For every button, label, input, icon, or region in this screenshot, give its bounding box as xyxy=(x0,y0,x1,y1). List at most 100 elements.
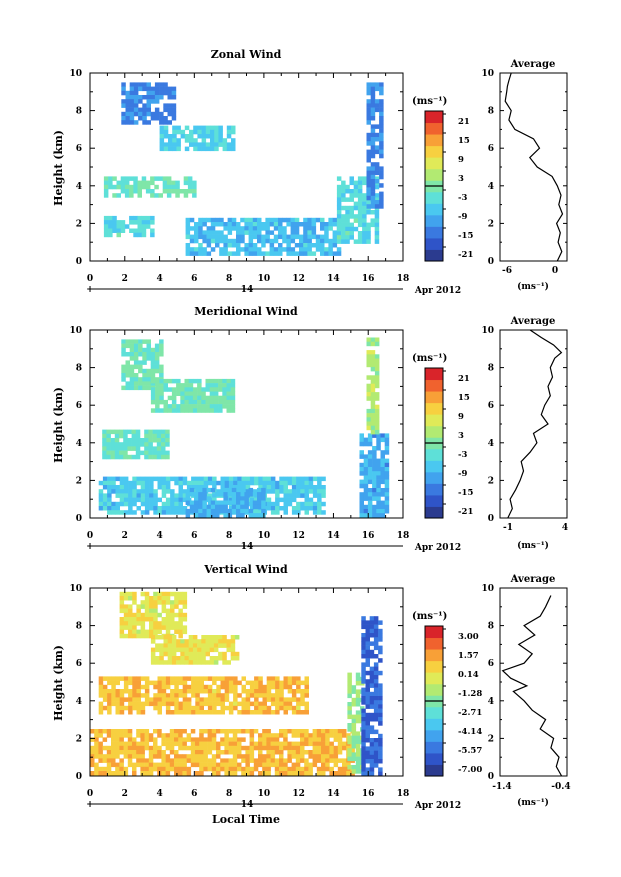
heatmap-cell xyxy=(178,596,183,601)
x-tick-label: 10 xyxy=(258,531,271,541)
heatmap-cell xyxy=(216,771,221,776)
heatmap-cell xyxy=(226,643,231,648)
heatmap-cell xyxy=(366,86,371,92)
heatmap-cell xyxy=(228,676,234,681)
heatmap-cell xyxy=(213,635,219,640)
heatmap-cell xyxy=(197,387,202,392)
heatmap-cell xyxy=(167,120,172,125)
heatmap-cell xyxy=(353,201,359,207)
heatmap-cell xyxy=(287,697,293,702)
heatmap-cell xyxy=(357,222,363,228)
heatmap-cell xyxy=(363,492,369,497)
heatmap-cell xyxy=(178,729,183,734)
heatmap-cell xyxy=(367,454,373,459)
heatmap-cell xyxy=(132,701,137,707)
colorbar-segment xyxy=(425,626,443,639)
colorbar-tick-label: 21 xyxy=(458,374,470,384)
heatmap-cell xyxy=(197,404,202,409)
heatmap-cell xyxy=(102,506,108,511)
heatmap-cell xyxy=(295,741,301,747)
heatmap-cell xyxy=(103,189,109,194)
heatmap-cell xyxy=(363,479,369,485)
heatmap-cell xyxy=(170,625,175,630)
heatmap-cell xyxy=(213,408,219,413)
heatmap-cell xyxy=(336,210,342,215)
heatmap-cell xyxy=(202,492,207,497)
heatmap-cell xyxy=(328,251,333,256)
heatmap-cell xyxy=(201,399,206,405)
heatmap-cell xyxy=(336,239,342,244)
heatmap-cell xyxy=(184,134,190,139)
heatmap-cell xyxy=(370,429,376,435)
heatmap-cell xyxy=(329,771,334,776)
colorbar-tick-label: -7.00 xyxy=(458,765,482,775)
heatmap-cell xyxy=(121,90,126,96)
heatmap-cell xyxy=(233,697,238,702)
heatmap-cell xyxy=(370,183,376,188)
heatmap-cell xyxy=(162,176,168,181)
heatmap-cell xyxy=(188,656,194,661)
heatmap-cell xyxy=(202,222,207,227)
heatmap-cell xyxy=(210,234,216,240)
heatmap-cell xyxy=(215,234,220,240)
heatmap-cell xyxy=(123,633,129,639)
heatmap-cell xyxy=(337,745,343,751)
heatmap-cell xyxy=(374,425,380,431)
heatmap-cell xyxy=(188,635,194,640)
heatmap-cell xyxy=(304,693,309,698)
heatmap-cell xyxy=(311,222,317,227)
heatmap-cell xyxy=(218,378,223,384)
heatmap-cell xyxy=(274,762,280,768)
heatmap-cell xyxy=(296,676,301,681)
heatmap-cell xyxy=(378,767,383,772)
heatmap-cell xyxy=(304,493,309,498)
heatmap-cell xyxy=(258,701,263,707)
heatmap-cell xyxy=(228,485,234,490)
heatmap-cell xyxy=(275,485,280,490)
heatmap-cell xyxy=(257,247,262,252)
heatmap-cell xyxy=(153,693,158,698)
heatmap-cell xyxy=(341,184,346,190)
heatmap-cell xyxy=(249,701,255,707)
heatmap-cell xyxy=(174,758,179,763)
heatmap-cell xyxy=(213,404,219,409)
heatmap-cell xyxy=(180,656,185,661)
heatmap-cell xyxy=(185,492,191,497)
heatmap-cell xyxy=(249,766,255,772)
heatmap-cell xyxy=(234,656,240,661)
heatmap-cell xyxy=(140,741,145,747)
heatmap-cell xyxy=(190,762,196,768)
heatmap-cell xyxy=(374,379,380,384)
heatmap-cell xyxy=(291,493,297,498)
heatmap-cell xyxy=(244,496,249,501)
heatmap-cell xyxy=(359,492,364,497)
heatmap-cell xyxy=(366,149,371,155)
heatmap-cell xyxy=(161,489,167,494)
heatmap-cell xyxy=(220,684,225,690)
heatmap-cell xyxy=(278,234,283,240)
heatmap-cell xyxy=(228,480,234,486)
heatmap-cell xyxy=(378,658,383,663)
heatmap-cell xyxy=(384,462,390,468)
heatmap-cell xyxy=(378,691,383,697)
heatmap-cell xyxy=(127,729,133,734)
heatmap-cell xyxy=(336,222,342,228)
heatmap-cell xyxy=(121,368,126,374)
heatmap-cell xyxy=(154,99,160,104)
heatmap-cell xyxy=(376,437,381,443)
heatmap-cell xyxy=(236,508,241,514)
heatmap-cell xyxy=(123,438,128,443)
heatmap-cell xyxy=(279,754,284,759)
heatmap-cell xyxy=(140,600,146,605)
heatmap-cell xyxy=(149,680,154,686)
heatmap-cell xyxy=(224,758,229,763)
heatmap-cell xyxy=(194,496,199,501)
heatmap-cell xyxy=(189,508,195,514)
heatmap-cell xyxy=(141,184,147,190)
heatmap-cell xyxy=(222,635,227,640)
vertical-panel: Vertical Wind Height (km) 0 2 4 6 8 10 1… xyxy=(52,563,571,826)
heatmap-cell xyxy=(170,693,175,698)
heatmap-cell xyxy=(341,239,346,244)
heatmap-cell xyxy=(171,651,177,657)
heatmap-cell xyxy=(228,506,234,511)
